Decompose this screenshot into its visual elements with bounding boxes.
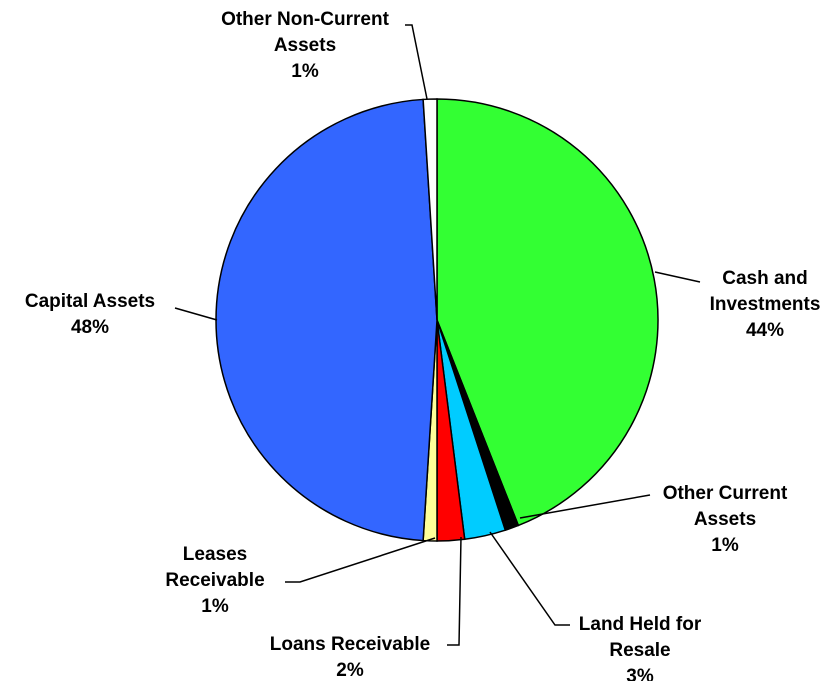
value-label: 48% [70,317,110,338]
slice-label: Cash and Investments 44% [690,266,828,344]
leader-line [285,537,436,583]
category-name: Loans Receivable [269,634,431,655]
leader-line [519,494,651,519]
pie-slice [422,98,438,321]
slice-label: Other Non-Current Assets 1% [195,7,415,85]
slice-label: Capital Assets 48% [0,289,180,341]
category-name: Cash and Investments [709,268,821,315]
value-label: 1% [291,61,319,82]
slice-label: Leases Receivable 1% [150,542,280,620]
slice-label: Land Held for Resale 3% [555,612,725,681]
value-label: 1% [711,535,739,556]
slice-label: Other Current Assets 1% [650,481,800,559]
leader-line [654,271,701,283]
category-name: Capital Assets [24,291,156,312]
leader-line [174,307,218,321]
slice-label: Loans Receivable 2% [250,632,450,681]
pie-slice [436,98,659,527]
category-name: Other Non-Current Assets [221,9,389,56]
value-label: 3% [626,666,654,681]
leader-line [447,536,462,646]
value-label: 44% [745,320,785,341]
value-label: 1% [201,596,229,617]
leader-line [405,24,428,100]
category-name: Leases Receivable [165,544,265,591]
pie-slice [215,98,438,542]
category-name: Land Held for Resale [578,614,702,661]
value-label: 2% [336,660,364,681]
category-name: Other Current Assets [662,483,788,530]
leader-line [489,531,570,626]
